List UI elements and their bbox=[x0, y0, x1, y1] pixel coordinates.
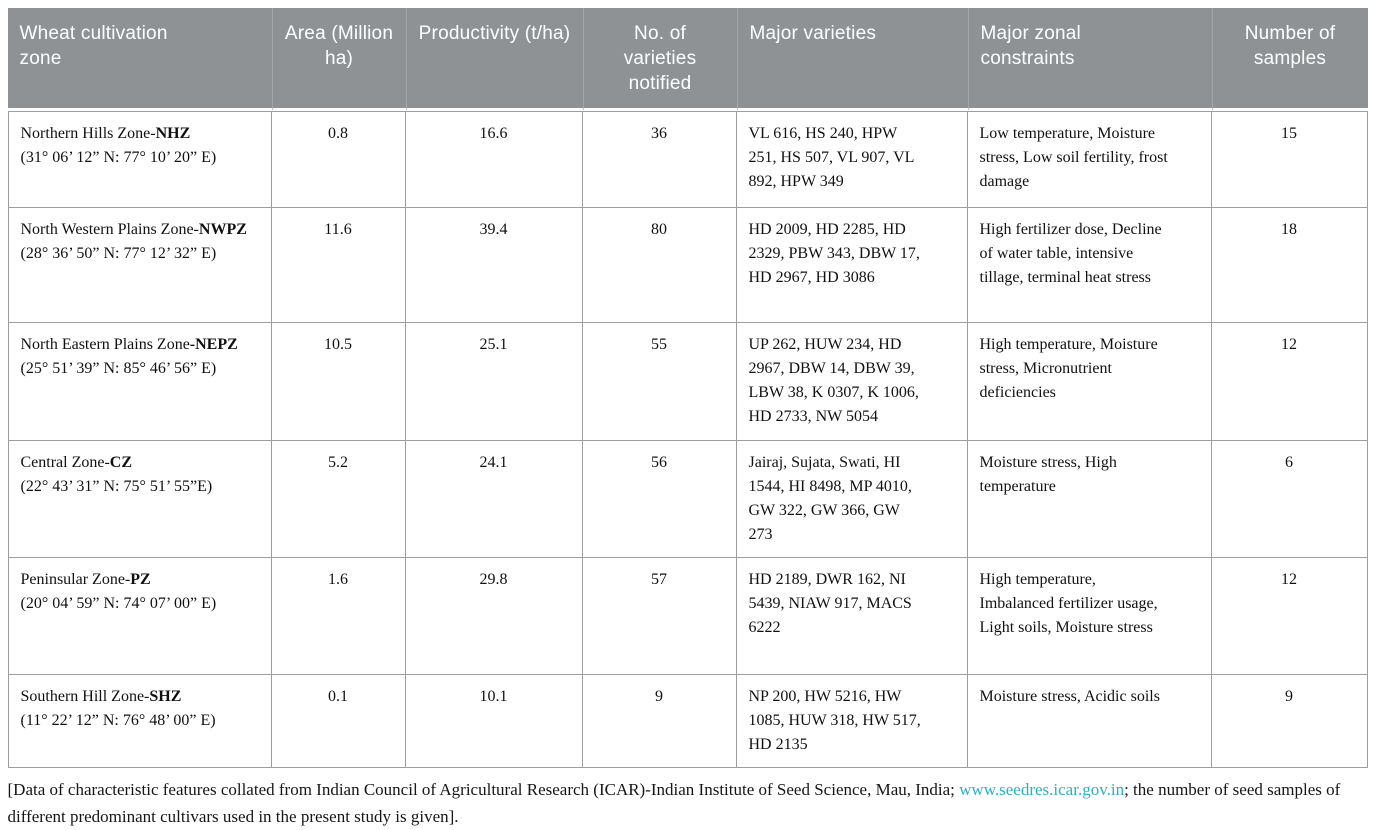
column-header-varieties-notified: No. of varieties notified bbox=[582, 8, 737, 111]
varieties-notified-cell: 80 bbox=[582, 208, 737, 323]
samples-cell: 9 bbox=[1211, 675, 1368, 768]
major-varieties-cell: UP 262, HUW 234, HD 2967, DBW 14, DBW 39… bbox=[736, 323, 968, 441]
varieties-notified-cell: 9 bbox=[582, 675, 737, 768]
productivity-cell: 29.8 bbox=[405, 558, 583, 675]
footnote-text-before: [Data of characteristic features collate… bbox=[7, 780, 960, 799]
area-cell: 1.6 bbox=[271, 558, 406, 675]
zone-name: Central Zone- bbox=[20, 454, 110, 471]
zone-coordinates: (25° 51’ 39” N: 85° 46’ 56” E) bbox=[20, 360, 217, 377]
varieties-notified-cell: 57 bbox=[582, 558, 737, 675]
productivity-cell: 39.4 bbox=[405, 208, 583, 323]
table-row-nhz: Northern Hills Zone-NHZ (31° 06’ 12” N: 7… bbox=[7, 111, 1368, 208]
zone-cell: Southern Hill Zone-SHZ (11° 22’ 12” N: 76… bbox=[7, 675, 272, 768]
zone-coordinates: (22° 43’ 31” N: 75° 51’ 55”E) bbox=[20, 478, 213, 495]
varieties-notified-cell: 56 bbox=[582, 441, 737, 558]
productivity-cell: 25.1 bbox=[405, 323, 583, 441]
column-header-area: Area (Million ha) bbox=[271, 8, 406, 111]
zone-abbr: NHZ bbox=[155, 125, 191, 142]
zone-cell: North Western Plains Zone-NWPZ (28° 36’ 5… bbox=[7, 208, 272, 323]
area-cell: 0.8 bbox=[271, 111, 406, 208]
zonal-constraints-cell: Moisture stress, High temperature bbox=[967, 441, 1212, 558]
table-footnote: [Data of characteristic features collate… bbox=[8, 777, 1368, 830]
zone-coordinates: (31° 06’ 12” N: 77° 10’ 20” E) bbox=[20, 149, 217, 166]
major-varieties-cell: NP 200, HW 5216, HW 1085, HUW 318, HW 51… bbox=[736, 675, 968, 768]
zonal-constraints-cell: Moisture stress, Acidic soils bbox=[967, 675, 1212, 768]
column-header-samples: Number of samples bbox=[1211, 8, 1368, 111]
samples-cell: 15 bbox=[1211, 111, 1368, 208]
major-varieties-cell: HD 2009, HD 2285, HD 2329, PBW 343, DBW … bbox=[736, 208, 968, 323]
area-cell: 0.1 bbox=[271, 675, 406, 768]
zone-cell: North Eastern Plains Zone-NEPZ (25° 51’ 3… bbox=[7, 323, 272, 441]
zonal-constraints-cell: Low temperature, Moisture stress, Low so… bbox=[967, 111, 1212, 208]
zonal-constraints-cell: High fertilizer dose, Decline of water t… bbox=[967, 208, 1212, 323]
table-row-nepz: North Eastern Plains Zone-NEPZ (25° 51’ 3… bbox=[7, 323, 1368, 441]
footnote-link[interactable]: www.seedres.icar.gov.in bbox=[959, 780, 1125, 799]
zone-abbr: -NEPZ bbox=[189, 336, 238, 353]
zone-name: North Eastern Plains Zone bbox=[20, 336, 190, 353]
table-row-pz: Peninsular Zone-PZ (20° 04’ 59” N: 74° 07… bbox=[7, 558, 1368, 675]
column-header-zone: Wheat cultivation zone bbox=[7, 8, 272, 111]
table-row-shz: Southern Hill Zone-SHZ (11° 22’ 12” N: 76… bbox=[7, 675, 1368, 768]
table-page: Wheat cultivation zone Area (Million ha)… bbox=[7, 8, 1368, 830]
area-cell: 11.6 bbox=[271, 208, 406, 323]
zonal-constraints-cell: High temperature, Imbalanced fertilizer … bbox=[967, 558, 1212, 675]
table-header: Wheat cultivation zone Area (Million ha)… bbox=[7, 8, 1368, 111]
zone-abbr: PZ bbox=[130, 571, 151, 588]
productivity-cell: 24.1 bbox=[405, 441, 583, 558]
table-row-cz: Central Zone-CZ (22° 43’ 31” N: 75° 51’ 5… bbox=[7, 441, 1368, 558]
wheat-zones-table: Wheat cultivation zone Area (Million ha)… bbox=[7, 8, 1368, 768]
area-cell: 10.5 bbox=[271, 323, 406, 441]
area-cell: 5.2 bbox=[271, 441, 406, 558]
zone-abbr: CZ bbox=[109, 454, 133, 471]
zone-abbr: NWPZ bbox=[198, 221, 247, 238]
samples-cell: 6 bbox=[1211, 441, 1368, 558]
productivity-cell: 16.6 bbox=[405, 111, 583, 208]
samples-cell: 12 bbox=[1211, 323, 1368, 441]
zone-name: Peninsular Zone- bbox=[20, 571, 131, 588]
column-header-zonal-constraints: Major zonal constraints bbox=[967, 8, 1212, 111]
zone-cell: Central Zone-CZ (22° 43’ 31” N: 75° 51’ 5… bbox=[7, 441, 272, 558]
zone-abbr: SHZ bbox=[149, 688, 182, 705]
column-header-productivity: Productivity (t/ha) bbox=[405, 8, 583, 111]
samples-cell: 18 bbox=[1211, 208, 1368, 323]
zone-cell: Peninsular Zone-PZ (20° 04’ 59” N: 74° 07… bbox=[7, 558, 272, 675]
zone-name: Northern Hills Zone- bbox=[20, 125, 156, 142]
zone-coordinates: (28° 36’ 50” N: 77° 12’ 32” E) bbox=[20, 245, 217, 262]
varieties-notified-cell: 55 bbox=[582, 323, 737, 441]
zone-name: Southern Hill Zone- bbox=[20, 688, 150, 705]
productivity-cell: 10.1 bbox=[405, 675, 583, 768]
column-header-major-varieties: Major varieties bbox=[736, 8, 968, 111]
table-row-nwpz: North Western Plains Zone-NWPZ (28° 36’ 5… bbox=[7, 208, 1368, 323]
zone-coordinates: (20° 04’ 59” N: 74° 07’ 00” E) bbox=[20, 595, 217, 612]
zone-coordinates: (11° 22’ 12” N: 76° 48’ 00” E) bbox=[20, 712, 216, 729]
zone-cell: Northern Hills Zone-NHZ (31° 06’ 12” N: 7… bbox=[7, 111, 272, 208]
major-varieties-cell: HD 2189, DWR 162, NI 5439, NIAW 917, MAC… bbox=[736, 558, 968, 675]
major-varieties-cell: Jairaj, Sujata, Swati, HI 1544, HI 8498,… bbox=[736, 441, 968, 558]
major-varieties-cell: VL 616, HS 240, HPW 251, HS 507, VL 907,… bbox=[736, 111, 968, 208]
varieties-notified-cell: 36 bbox=[582, 111, 737, 208]
zone-name: North Western Plains Zone- bbox=[20, 221, 199, 238]
zonal-constraints-cell: High temperature, Moisture stress, Micro… bbox=[967, 323, 1212, 441]
samples-cell: 12 bbox=[1211, 558, 1368, 675]
